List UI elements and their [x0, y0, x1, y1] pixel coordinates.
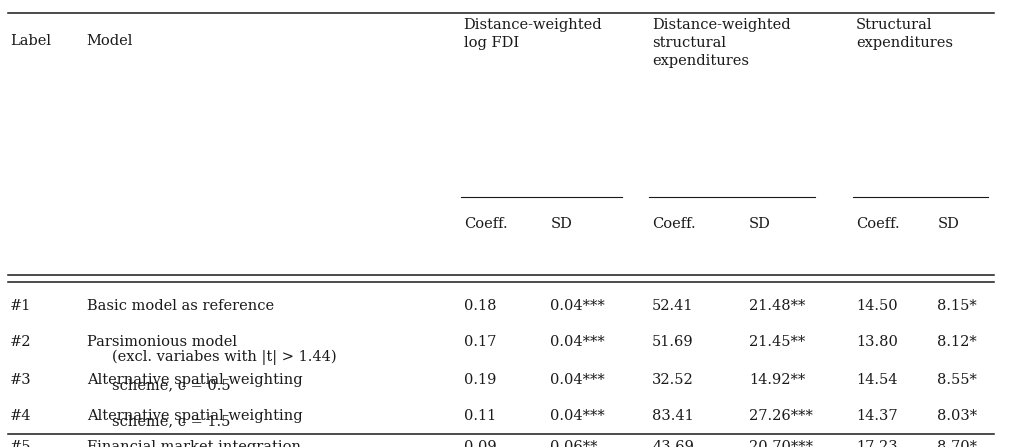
- Text: 27.26***: 27.26***: [749, 409, 813, 423]
- Text: #4: #4: [10, 409, 32, 423]
- Text: Model: Model: [87, 34, 133, 47]
- Text: 52.41: 52.41: [652, 299, 694, 313]
- Text: SD: SD: [937, 217, 959, 231]
- Text: Basic model as reference: Basic model as reference: [87, 299, 274, 313]
- Text: 21.45**: 21.45**: [749, 335, 805, 349]
- Text: 83.41: 83.41: [652, 409, 694, 423]
- Text: Structural
expenditures: Structural expenditures: [856, 18, 953, 50]
- Text: SD: SD: [550, 217, 572, 231]
- Text: #2: #2: [10, 335, 32, 349]
- Text: 21.48**: 21.48**: [749, 299, 805, 313]
- Text: 0.06**: 0.06**: [550, 440, 598, 447]
- Text: 51.69: 51.69: [652, 335, 694, 349]
- Text: Distance-weighted
structural
expenditures: Distance-weighted structural expenditure…: [652, 18, 791, 67]
- Text: 8.03*: 8.03*: [937, 409, 977, 423]
- Text: 0.11: 0.11: [464, 409, 496, 423]
- Text: 8.55*: 8.55*: [937, 373, 977, 387]
- Text: 8.15*: 8.15*: [937, 299, 977, 313]
- Text: Financial market integration: Financial market integration: [87, 440, 301, 447]
- Text: Coeff.: Coeff.: [464, 217, 507, 231]
- Text: 14.37: 14.37: [856, 409, 898, 423]
- Text: 0.04***: 0.04***: [550, 299, 605, 313]
- Text: Alternative spatial weighting: Alternative spatial weighting: [87, 409, 303, 423]
- Text: #1: #1: [10, 299, 32, 313]
- Text: 13.80: 13.80: [856, 335, 898, 349]
- Text: 0.04***: 0.04***: [550, 335, 605, 349]
- Text: #5: #5: [10, 440, 32, 447]
- Text: Distance-weighted
log FDI: Distance-weighted log FDI: [464, 18, 602, 50]
- Text: 0.04***: 0.04***: [550, 409, 605, 423]
- Text: #3: #3: [10, 373, 32, 387]
- Text: 14.50: 14.50: [856, 299, 898, 313]
- Text: Coeff.: Coeff.: [856, 217, 900, 231]
- Text: 14.92**: 14.92**: [749, 373, 805, 387]
- Text: scheme, c = 1.5: scheme, c = 1.5: [112, 414, 230, 428]
- Text: 14.54: 14.54: [856, 373, 898, 387]
- Text: 17.23: 17.23: [856, 440, 898, 447]
- Text: 32.52: 32.52: [652, 373, 694, 387]
- Text: scheme, c = 0.5: scheme, c = 0.5: [112, 379, 230, 392]
- Text: 0.18: 0.18: [464, 299, 496, 313]
- Text: Label: Label: [10, 34, 51, 47]
- Text: 43.69: 43.69: [652, 440, 694, 447]
- Text: Coeff.: Coeff.: [652, 217, 696, 231]
- Text: 0.04***: 0.04***: [550, 373, 605, 387]
- Text: 0.09: 0.09: [464, 440, 496, 447]
- Text: Parsimonious model: Parsimonious model: [87, 335, 236, 349]
- Text: (excl. variabes with |t| > 1.44): (excl. variabes with |t| > 1.44): [112, 350, 336, 365]
- Text: 8.12*: 8.12*: [937, 335, 977, 349]
- Text: SD: SD: [749, 217, 770, 231]
- Text: Alternative spatial weighting: Alternative spatial weighting: [87, 373, 303, 387]
- Text: 0.19: 0.19: [464, 373, 496, 387]
- Text: 20.70***: 20.70***: [749, 440, 813, 447]
- Text: 8.70*: 8.70*: [937, 440, 977, 447]
- Text: 0.17: 0.17: [464, 335, 496, 349]
